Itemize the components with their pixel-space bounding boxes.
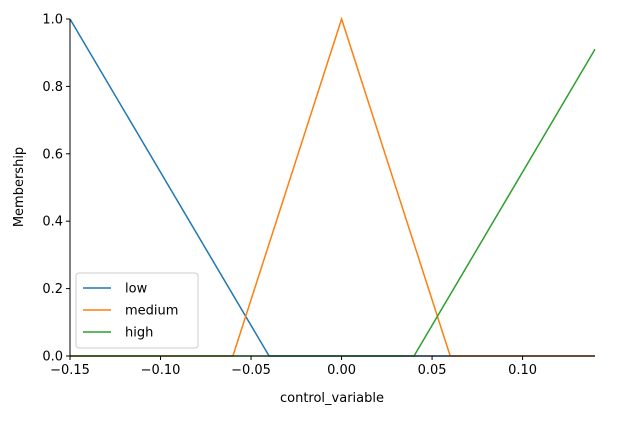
y-axis-label: Membership bbox=[12, 147, 27, 227]
x-axis-label: control_variable bbox=[280, 391, 384, 406]
ticks-layer: −0.15 −0.10 −0.05 0.00 0.05 0.10 0.0 0.2 0.4 0.6 0… bbox=[42, 13, 537, 379]
legend-label-medium: medium bbox=[125, 304, 178, 319]
x-tick-label: 0.05 bbox=[418, 363, 447, 378]
x-tick-label: −0.10 bbox=[141, 363, 181, 378]
y-tick-label: 0.2 bbox=[42, 282, 63, 297]
y-tick-label: 0.4 bbox=[42, 215, 63, 230]
x-tick-label: −0.15 bbox=[50, 363, 90, 378]
y-tick-label: 0.6 bbox=[42, 147, 63, 162]
legend-label-high: high bbox=[125, 326, 153, 341]
x-tick-label: −0.05 bbox=[231, 363, 271, 378]
x-tick-label: 0.00 bbox=[327, 363, 356, 378]
y-tick-label: 0.8 bbox=[42, 80, 63, 95]
x-tick-label: 0.10 bbox=[508, 363, 537, 378]
y-tick-label: 0.0 bbox=[42, 350, 63, 365]
axes-layer bbox=[69, 19, 595, 357]
y-tick-label: 1.0 bbox=[42, 13, 63, 28]
legend-box bbox=[75, 272, 199, 349]
legend: low medium high bbox=[75, 272, 199, 349]
legend-label-low: low bbox=[125, 282, 148, 297]
